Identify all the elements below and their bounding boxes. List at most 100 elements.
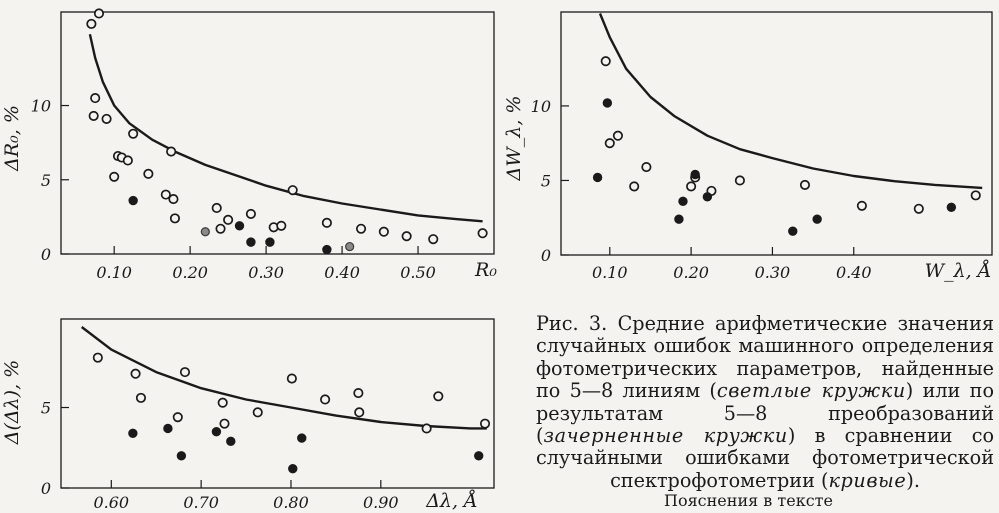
r0-point-open: [166, 146, 177, 157]
r0-point-open: [211, 202, 222, 214]
dl-point-open: [179, 367, 191, 378]
dl-point-open: [320, 394, 331, 405]
caption-lead: Рис. 3. Средние арифметические значения …: [536, 312, 994, 403]
r0-point-open: [128, 128, 139, 139]
r0-point-open: [321, 217, 332, 228]
dl-point-open: [353, 387, 364, 399]
explanation-note: Пояснения в тексте: [664, 491, 833, 510]
wl-xtick-label: 0.20: [673, 263, 709, 282]
wl-point-filled: [946, 202, 957, 212]
wl-point-open: [970, 190, 981, 201]
r0-point-open: [93, 8, 105, 19]
wl-xtick-label: 0.40: [836, 263, 872, 282]
r0-point-filled: [128, 195, 138, 206]
r0-xtick-label: 0.40: [324, 263, 360, 282]
r0-point-open: [143, 168, 154, 179]
r0-point-filled: [265, 237, 275, 247]
r0-xtick-label: 0.20: [172, 263, 208, 282]
wl-ytick-label: 10: [531, 97, 551, 116]
wl-y-axis-label: ΔW_λ, %: [503, 96, 525, 182]
r0-point-filled: [246, 237, 256, 247]
dl-point-open: [479, 418, 491, 429]
r0-point-open: [88, 110, 99, 121]
r0-point-open: [287, 185, 298, 196]
r0-xtick-label: 0.30: [248, 263, 284, 282]
r0-point-open: [122, 155, 133, 166]
r0-point-open: [215, 223, 226, 234]
r0-point-filled: [234, 221, 245, 231]
r0-point-open: [168, 194, 179, 205]
r0-point-half: [200, 227, 210, 237]
dl-point-open: [217, 397, 228, 408]
wl-point-filled: [674, 214, 684, 224]
dl-point-open: [219, 418, 230, 429]
wl-xtick-label: 0.30: [755, 263, 791, 282]
wl-point-filled: [592, 172, 603, 183]
r0-point-open: [90, 93, 101, 104]
figure-caption: Рис. 3. Средние арифметические значения …: [536, 312, 994, 492]
dl-point-open: [286, 373, 297, 384]
wl-point-open: [734, 175, 745, 186]
wl-ytick-label: 0: [541, 246, 551, 265]
dl-x-axis-label: Δλ, Å: [425, 490, 478, 512]
dl-point-open: [130, 368, 141, 379]
caption-mid: ) или по результатам 5—8 преобразований …: [536, 379, 994, 448]
caption-end: ).: [906, 468, 920, 492]
r0-xtick-label: 0.50: [400, 263, 436, 282]
dl-frame: [60, 318, 495, 489]
r0-ytick-label: 5: [41, 171, 51, 190]
dl-point-open: [421, 423, 432, 434]
caption-tail: ) в сравнении со случайными ошибками фот…: [536, 424, 994, 492]
r0-ytick-label: 10: [31, 97, 51, 116]
dl-ytick-label: 5: [41, 399, 51, 418]
dl-point-open: [135, 392, 147, 403]
dl-point-filled: [226, 436, 236, 447]
dl-point-open: [172, 412, 183, 423]
caption-curve-label: кривые: [828, 468, 907, 492]
dl-point-filled: [211, 426, 222, 437]
dl-point-open: [433, 391, 444, 402]
wl-xtick-label: 0.10: [592, 263, 628, 282]
r0-point-open: [223, 214, 234, 225]
wl-frame: [560, 11, 993, 256]
wl-point-filled: [602, 98, 613, 108]
r0-point-open: [401, 231, 412, 242]
caption-filled-label: зачерненные кружки: [543, 424, 788, 448]
r0-point-open: [356, 223, 367, 234]
dl-point-open: [354, 407, 365, 418]
wl-point-open: [604, 138, 615, 149]
dl-xtick-label: 0.80: [273, 493, 309, 512]
wl-point-open: [856, 200, 867, 211]
wl-point-open: [629, 181, 640, 192]
wl-point-filled: [702, 192, 713, 202]
r0-ytick-label: 0: [41, 245, 51, 264]
wl-panel: 0 5 10 0.10 0.20 0.30 0.40 ΔW_λ, % W_λ, Å: [503, 11, 993, 282]
wl-x-axis-label: W_λ, Å: [925, 260, 992, 282]
r0-point-open: [109, 171, 120, 182]
r0-xtick-label: 0.10: [96, 263, 132, 282]
dl-point-filled: [288, 463, 298, 474]
r0-point-open: [276, 220, 287, 231]
dl-y-axis-label: Δ(Δλ), %: [1, 360, 23, 445]
wl-point-open: [612, 130, 623, 141]
r0-point-open: [169, 213, 180, 224]
wl-point-filled: [690, 169, 700, 180]
caption-open-label: светлые кружки: [716, 379, 906, 403]
wl-point-open: [641, 161, 652, 173]
wl-point-open: [913, 203, 924, 214]
r0-error-curve: [88, 34, 483, 223]
r0-point-open: [86, 18, 97, 29]
dl-panel: 0 5 0.60 0.70 0.80 0.90 Δ(Δλ), % Δλ, Å: [1, 318, 495, 512]
wl-point-open: [600, 56, 611, 67]
dl-point-filled: [297, 433, 307, 443]
dl-xtick-label: 0.90: [363, 493, 399, 512]
r0-x-axis-label: R₀: [474, 259, 497, 281]
dl-error-curve: [80, 326, 487, 430]
wl-ytick-label: 5: [541, 171, 551, 190]
wl-point-filled: [678, 196, 688, 207]
r0-point-open: [101, 113, 112, 124]
wl-error-curve: [598, 13, 983, 190]
wl-point-open: [686, 181, 697, 192]
r0-point-open: [477, 228, 488, 239]
